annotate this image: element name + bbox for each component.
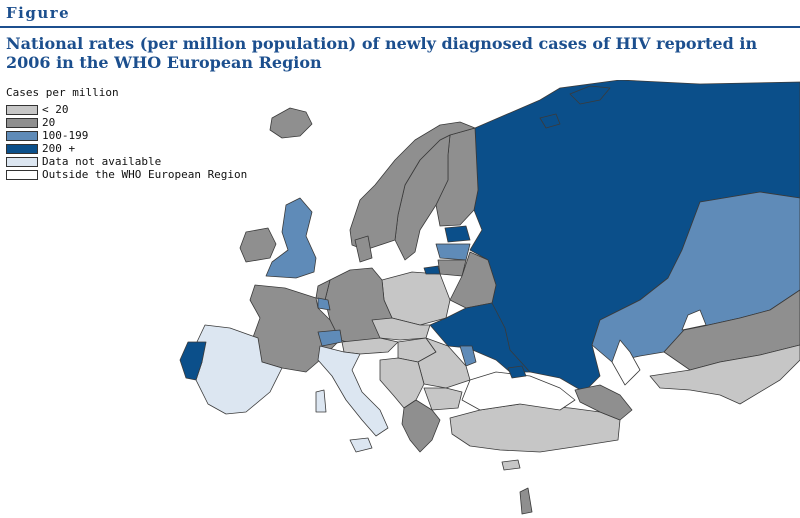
region-sicily bbox=[349, 437, 373, 453]
legend-label: 20 bbox=[42, 116, 56, 129]
region-kaliningrad bbox=[423, 265, 441, 275]
region-greece bbox=[401, 399, 441, 453]
region-outside-east-a bbox=[681, 309, 707, 331]
legend-item: Data not available bbox=[6, 155, 247, 168]
legend-label: 100-199 bbox=[42, 129, 89, 142]
region-iceland bbox=[269, 107, 313, 139]
legend-swatch bbox=[6, 156, 38, 167]
region-russia bbox=[469, 80, 800, 393]
legend-title: Cases per million bbox=[6, 86, 119, 99]
region-turkey bbox=[449, 403, 621, 453]
legend-item: 200 + bbox=[6, 142, 247, 155]
region-switzerland bbox=[317, 329, 343, 347]
legend-item: 100-199 bbox=[6, 129, 247, 142]
region-novaya-zemlya bbox=[569, 85, 611, 105]
region-latvia bbox=[435, 243, 471, 261]
legend-swatch bbox=[6, 117, 38, 128]
header-rule bbox=[0, 26, 800, 28]
legend-label: Outside the WHO European Region bbox=[42, 168, 248, 181]
region-cyprus bbox=[501, 459, 521, 471]
region-arctic-island bbox=[539, 113, 561, 129]
region-denmark bbox=[354, 235, 373, 263]
legend-label: Data not available bbox=[42, 155, 162, 168]
legend-label: < 20 bbox=[42, 103, 69, 116]
map-legend: Cases per million < 20 20 100-199 200 + … bbox=[6, 86, 247, 181]
choropleth-map bbox=[0, 80, 800, 518]
region-italy bbox=[317, 345, 389, 437]
region-poland bbox=[381, 271, 451, 326]
legend-label: 200 + bbox=[42, 142, 76, 155]
region-belgium bbox=[317, 297, 331, 311]
region-central-asia-light bbox=[649, 344, 800, 405]
region-bulgaria bbox=[423, 387, 463, 411]
region-portugal bbox=[179, 341, 207, 381]
region-kazakhstan bbox=[591, 191, 800, 363]
legend-swatch bbox=[6, 169, 38, 180]
legend-item: 20 bbox=[6, 116, 247, 129]
region-israel bbox=[519, 487, 533, 515]
legend-item: < 20 bbox=[6, 103, 247, 116]
legend-swatch bbox=[6, 104, 38, 115]
region-ireland bbox=[239, 227, 277, 263]
map-title: National rates (per million population) … bbox=[6, 34, 758, 72]
legend-swatch bbox=[6, 130, 38, 141]
region-caucasus bbox=[574, 384, 633, 421]
region-estonia bbox=[444, 225, 471, 243]
legend-item: Outside the WHO European Region bbox=[6, 168, 247, 181]
region-outside-east-b bbox=[611, 339, 641, 386]
region-lithuania bbox=[437, 259, 467, 277]
region-norway bbox=[349, 121, 476, 251]
region-moldova bbox=[459, 345, 477, 367]
region-belarus bbox=[449, 251, 497, 309]
legend-swatch bbox=[6, 143, 38, 154]
region-crimea bbox=[507, 365, 527, 379]
region-uk bbox=[265, 197, 317, 279]
region-sardinia bbox=[315, 389, 327, 413]
figure-label: Figure bbox=[6, 4, 71, 22]
